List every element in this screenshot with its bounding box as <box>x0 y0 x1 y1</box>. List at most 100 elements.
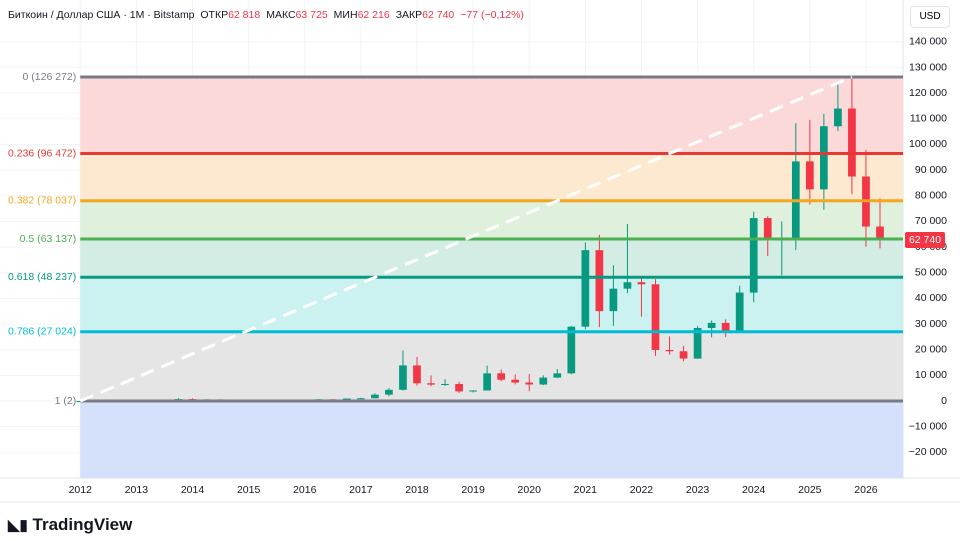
fib-label: 0.5 (63 137) <box>20 233 77 245</box>
fib-band <box>80 153 903 201</box>
fib-label: 0 (126 272) <box>23 71 77 83</box>
price-tag-label: 62 740 <box>909 234 941 246</box>
fib-band <box>80 401 903 478</box>
value: 62 818 <box>228 9 261 21</box>
value: 62 740 <box>422 9 455 21</box>
candle-body <box>876 226 884 241</box>
candle-body <box>651 284 660 350</box>
symbol-title: Биткоин / Доллар США · 1М · Bitstamp <box>8 9 195 21</box>
fib-label: 0.786 (27 024) <box>8 325 76 337</box>
candle-body <box>511 379 520 383</box>
value: 63 725 <box>295 9 328 21</box>
candle-body <box>749 218 758 293</box>
candle-body <box>805 161 814 190</box>
candle-body <box>707 322 716 328</box>
label: ОТКР <box>200 9 229 21</box>
candle-body <box>371 394 379 399</box>
label: МАКС <box>266 9 296 21</box>
y-tick-label: 90 000 <box>915 164 947 176</box>
fib-band <box>80 239 903 278</box>
candle-body <box>581 250 590 327</box>
y-tick-label: 30 000 <box>915 318 947 330</box>
fib-band <box>80 331 903 402</box>
candle-body <box>721 322 730 332</box>
x-tick-label: 2013 <box>125 484 149 496</box>
candle-body <box>342 398 351 400</box>
x-tick-label: 2026 <box>854 484 878 496</box>
candle-body <box>820 126 828 190</box>
y-tick-label: 140 000 <box>909 36 947 48</box>
candle-body <box>413 365 421 384</box>
candle-body <box>497 373 506 380</box>
candle-body <box>834 108 842 127</box>
y-tick-label: 120 000 <box>909 87 947 99</box>
candle-body <box>735 292 744 332</box>
x-tick-label: 2023 <box>686 484 710 496</box>
logo: ◣▮ TradingView <box>8 515 133 534</box>
fib-label: 0.382 (78 037) <box>8 195 76 207</box>
y-tick-label: 0 <box>941 395 947 407</box>
fib-band <box>80 77 903 154</box>
candle-body <box>763 218 772 241</box>
candle-body <box>623 282 632 289</box>
candle-body <box>525 382 534 385</box>
candle-body <box>427 383 435 385</box>
x-tick-label: 2021 <box>574 484 598 496</box>
candle-body <box>553 373 562 378</box>
candle-body <box>567 326 576 374</box>
fib-band <box>80 277 903 332</box>
candle-body <box>609 288 618 312</box>
y-tick-label: 20 000 <box>915 343 947 355</box>
fib-label: 1 (2) <box>55 395 77 407</box>
candle-body <box>665 349 674 352</box>
y-tick-label: 100 000 <box>909 138 947 150</box>
candle-body <box>637 282 646 285</box>
x-tick-label: 2016 <box>293 484 317 496</box>
x-tick-label: 2014 <box>181 484 205 496</box>
y-tick-label: 130 000 <box>909 61 947 73</box>
candle-body <box>483 373 491 391</box>
label: ЗАКР <box>395 9 423 21</box>
candle-body <box>399 365 407 390</box>
change: −77 (−0,12%) <box>460 9 524 21</box>
y-tick-label: 80 000 <box>915 190 947 202</box>
x-tick-label: 2019 <box>461 484 485 496</box>
fib-label: 0.618 (48 237) <box>8 271 76 283</box>
y-tick-label: 110 000 <box>910 113 947 125</box>
header: Биткоин / Доллар США · 1М · Bitstamp ОТК… <box>8 9 530 21</box>
y-tick-label: −20 000 <box>909 446 947 458</box>
x-tick-label: 2018 <box>405 484 429 496</box>
x-tick-label: 2024 <box>742 484 766 496</box>
candle-body <box>385 389 393 395</box>
candle-body <box>441 384 449 386</box>
x-tick-label: 2022 <box>630 484 654 496</box>
x-tick-label: 2025 <box>798 484 822 496</box>
candle-body <box>539 377 548 385</box>
candle-body <box>693 327 702 359</box>
candle-body <box>848 108 856 177</box>
fib-band <box>80 200 903 240</box>
y-tick-label: 40 000 <box>915 292 947 304</box>
value: 62 216 <box>357 9 390 21</box>
candle-body <box>679 351 688 359</box>
price-tag <box>905 232 945 249</box>
y-tick-label: 10 000 <box>915 369 947 381</box>
y-tick-label: −10 000 <box>909 420 947 432</box>
candle-body <box>357 398 365 400</box>
candle-body <box>469 390 477 392</box>
y-tick-label: 70 000 <box>915 215 947 227</box>
x-tick-label: 2020 <box>518 484 542 496</box>
x-tick-label: 2017 <box>349 484 373 496</box>
currency-button[interactable]: USD <box>910 6 950 28</box>
candle-body <box>595 250 604 312</box>
fib-label: 0.236 (96 472) <box>8 147 76 159</box>
x-tick-label: 2012 <box>69 484 93 496</box>
logo-text: TradingView <box>32 515 133 534</box>
x-tick-label: 2015 <box>237 484 261 496</box>
label: МИН <box>333 9 358 21</box>
trend-line <box>79 75 853 403</box>
candle-body <box>455 384 463 392</box>
y-tick-label: 50 000 <box>915 267 947 279</box>
